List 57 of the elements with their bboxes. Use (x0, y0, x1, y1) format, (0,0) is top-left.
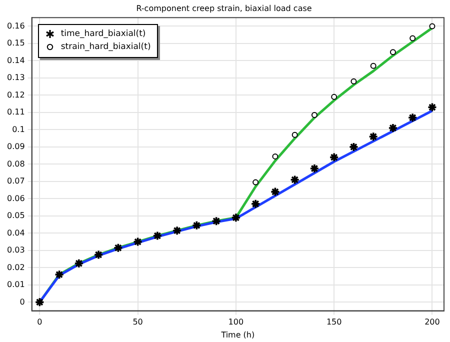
point (272, 153, 278, 160)
y-tick-label: 0.13 (7, 73, 25, 82)
point (390, 49, 396, 56)
legend-label: time_hard_biaxial(t) (60, 28, 146, 41)
y-tick-label: 0 (20, 297, 25, 306)
point (250, 198, 260, 209)
point (348, 142, 359, 152)
point (34, 297, 45, 308)
point (429, 23, 436, 30)
x-tick-label: 200 (424, 318, 440, 327)
y-tick-label: 0.1 (12, 124, 25, 134)
y-tick-label: 0.08 (7, 159, 25, 168)
point (211, 216, 222, 226)
point (290, 174, 300, 185)
legend-label: strain_hard_biaxial(t) (60, 40, 151, 54)
point (152, 230, 162, 241)
y-tick-label: 0.15 (7, 38, 25, 48)
point (113, 242, 124, 253)
point (310, 164, 320, 174)
point (350, 78, 357, 84)
y-tick-label: 0.04 (7, 228, 25, 238)
point (252, 179, 259, 186)
point (172, 226, 182, 236)
x-tick-label: 0 (37, 318, 42, 327)
y-tick-label: 0.09 (7, 142, 25, 152)
point (74, 258, 84, 268)
x-axis-title: Time (h) (220, 330, 255, 340)
y-tick-label: 0.02 (7, 262, 25, 272)
point (292, 132, 298, 138)
x-tick-label: 150 (326, 318, 342, 327)
point (368, 132, 378, 142)
y-tick-label: 0.07 (7, 176, 25, 186)
point (370, 62, 376, 69)
y-tick-label: 0.05 (7, 211, 25, 220)
point (270, 186, 280, 197)
y-tick-label: 0.06 (7, 194, 25, 203)
point (408, 112, 418, 123)
point (94, 250, 104, 260)
y-tick-label: 0.12 (7, 90, 25, 100)
point (329, 152, 339, 162)
y-tick-label: 0.03 (7, 246, 25, 255)
point (410, 35, 416, 42)
y-tick-label: 0.11 (7, 108, 25, 117)
point (311, 112, 318, 118)
point (132, 236, 143, 247)
point (231, 212, 241, 223)
point (388, 123, 398, 133)
x-tick-label: 100 (228, 318, 244, 327)
point (427, 102, 438, 112)
point (331, 94, 338, 100)
y-tick-label: 0.16 (7, 21, 25, 30)
chart-title: R-component creep strain, biaxial load case (136, 4, 312, 13)
point (192, 220, 202, 230)
x-tick-label: 50 (132, 318, 143, 327)
point (54, 270, 64, 280)
y-tick-label: 0.01 (7, 280, 25, 290)
y-tick-label: 0.14 (7, 56, 25, 65)
